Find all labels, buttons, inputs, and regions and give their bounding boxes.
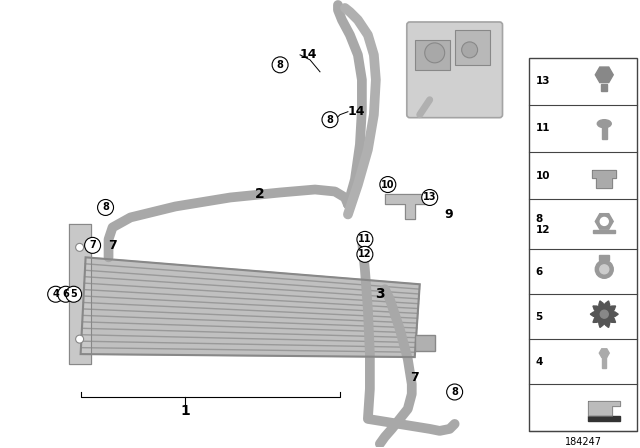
Circle shape bbox=[600, 217, 608, 225]
Bar bbox=[529, 58, 637, 431]
Circle shape bbox=[58, 286, 74, 302]
Polygon shape bbox=[599, 314, 604, 327]
Polygon shape bbox=[599, 349, 609, 358]
Circle shape bbox=[76, 335, 84, 343]
Ellipse shape bbox=[597, 120, 611, 128]
Text: 8: 8 bbox=[276, 60, 284, 70]
Bar bbox=[415, 335, 435, 351]
Text: 3: 3 bbox=[375, 287, 385, 301]
Text: 12: 12 bbox=[358, 250, 372, 259]
Circle shape bbox=[76, 243, 84, 251]
Polygon shape bbox=[604, 314, 616, 323]
Polygon shape bbox=[592, 169, 616, 188]
Circle shape bbox=[66, 286, 82, 302]
Circle shape bbox=[380, 177, 396, 193]
Polygon shape bbox=[602, 124, 607, 138]
Circle shape bbox=[600, 310, 608, 318]
Polygon shape bbox=[604, 301, 610, 314]
Bar bbox=[454, 30, 490, 65]
Text: 7: 7 bbox=[89, 241, 96, 250]
Polygon shape bbox=[590, 312, 604, 316]
Text: 8: 8 bbox=[102, 202, 109, 212]
Polygon shape bbox=[595, 214, 613, 229]
Circle shape bbox=[595, 304, 614, 324]
Polygon shape bbox=[604, 312, 618, 316]
FancyBboxPatch shape bbox=[407, 22, 502, 118]
Text: 4: 4 bbox=[536, 357, 543, 366]
Polygon shape bbox=[588, 416, 620, 421]
Text: 5: 5 bbox=[536, 312, 543, 322]
Polygon shape bbox=[604, 314, 610, 327]
Text: 184247: 184247 bbox=[565, 437, 602, 447]
Text: 5: 5 bbox=[70, 289, 77, 299]
Circle shape bbox=[357, 232, 373, 247]
Text: 6: 6 bbox=[536, 267, 543, 277]
Text: 7: 7 bbox=[109, 239, 117, 252]
Polygon shape bbox=[604, 306, 616, 314]
Text: 1: 1 bbox=[180, 404, 190, 418]
Circle shape bbox=[272, 57, 288, 73]
Text: 4: 4 bbox=[52, 289, 59, 299]
Text: 10: 10 bbox=[381, 180, 395, 190]
Polygon shape bbox=[601, 84, 607, 91]
Polygon shape bbox=[593, 314, 604, 323]
Circle shape bbox=[322, 112, 338, 128]
Text: 8
12: 8 12 bbox=[536, 214, 550, 235]
Text: 14: 14 bbox=[348, 105, 365, 118]
Text: 2: 2 bbox=[255, 188, 265, 202]
Text: 8: 8 bbox=[326, 115, 333, 125]
Circle shape bbox=[447, 384, 463, 400]
Polygon shape bbox=[385, 194, 429, 220]
Polygon shape bbox=[593, 306, 604, 314]
Text: 13: 13 bbox=[423, 193, 436, 202]
Text: 6: 6 bbox=[62, 289, 69, 299]
Circle shape bbox=[595, 260, 613, 278]
Polygon shape bbox=[595, 67, 613, 82]
Text: 10: 10 bbox=[536, 171, 550, 181]
Circle shape bbox=[461, 42, 477, 58]
Circle shape bbox=[84, 237, 100, 254]
Circle shape bbox=[600, 265, 609, 274]
Text: 9: 9 bbox=[445, 208, 453, 221]
Circle shape bbox=[425, 43, 445, 63]
Circle shape bbox=[48, 286, 63, 302]
Bar bbox=[415, 40, 450, 70]
Polygon shape bbox=[81, 257, 420, 357]
Text: 11: 11 bbox=[358, 234, 372, 244]
Text: 11: 11 bbox=[536, 123, 550, 133]
Polygon shape bbox=[599, 255, 609, 260]
Polygon shape bbox=[602, 353, 606, 368]
Polygon shape bbox=[593, 230, 615, 233]
Text: 14: 14 bbox=[300, 48, 317, 61]
Text: 7: 7 bbox=[410, 370, 419, 383]
Polygon shape bbox=[588, 401, 620, 416]
Text: 13: 13 bbox=[536, 76, 550, 86]
Circle shape bbox=[357, 246, 373, 263]
Polygon shape bbox=[68, 224, 91, 364]
Text: 8: 8 bbox=[451, 387, 458, 397]
Circle shape bbox=[422, 190, 438, 206]
Polygon shape bbox=[599, 301, 604, 314]
Circle shape bbox=[97, 199, 113, 215]
